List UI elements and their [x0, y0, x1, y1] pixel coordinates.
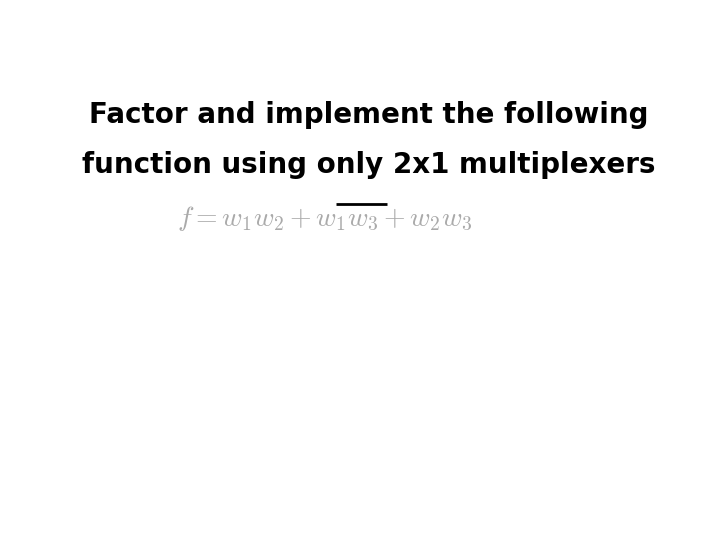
- Text: Factor and implement the following: Factor and implement the following: [89, 100, 649, 129]
- Text: $f = w_1w_2 + w_1w_3 + w_2w_3$: $f = w_1w_2 + w_1w_3 + w_2w_3$: [177, 204, 472, 233]
- Text: function using only 2x1 multiplexers: function using only 2x1 multiplexers: [82, 151, 656, 179]
